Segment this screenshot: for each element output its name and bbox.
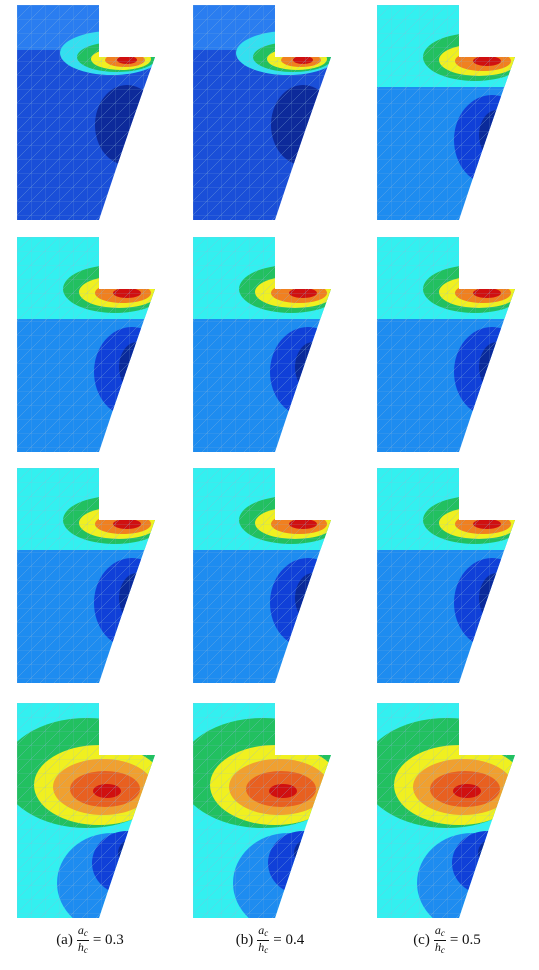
contour-panel xyxy=(17,468,170,683)
numerator-subscript: c xyxy=(84,928,88,938)
numerator: ac xyxy=(434,924,446,941)
contour-panel xyxy=(178,703,348,920)
caption-value: = 0.4 xyxy=(273,932,304,949)
contour-figure xyxy=(0,0,539,920)
contour-panel xyxy=(193,468,346,683)
denominator-subscript: c xyxy=(264,945,268,955)
denominator-subscript: c xyxy=(84,945,88,955)
contour-panel xyxy=(362,703,532,920)
numerator: ac xyxy=(77,924,89,941)
contour-panel xyxy=(193,237,346,452)
contour-panel xyxy=(193,5,340,220)
contour-panel xyxy=(377,468,530,683)
contour-panel xyxy=(17,5,164,220)
denominator: hc xyxy=(435,941,445,957)
denominator: hc xyxy=(78,941,88,957)
caption-value: = 0.5 xyxy=(450,932,481,949)
contour-panel xyxy=(2,703,172,920)
denominator: hc xyxy=(258,941,268,957)
numerator-subscript: c xyxy=(264,928,268,938)
caption-label: (c) xyxy=(413,932,430,949)
numerator: ac xyxy=(257,924,269,941)
caption-label: (b) xyxy=(236,932,254,949)
contour-panel xyxy=(377,5,530,220)
caption-value: = 0.3 xyxy=(93,932,124,949)
numerator-subscript: c xyxy=(441,928,445,938)
page: {"captions": [ {"label": "(a)", "numerat… xyxy=(0,0,539,970)
contour-panel xyxy=(377,237,530,452)
caption-label: (a) xyxy=(56,932,73,949)
contour-panel xyxy=(17,237,170,452)
denominator-subscript: c xyxy=(441,945,445,955)
